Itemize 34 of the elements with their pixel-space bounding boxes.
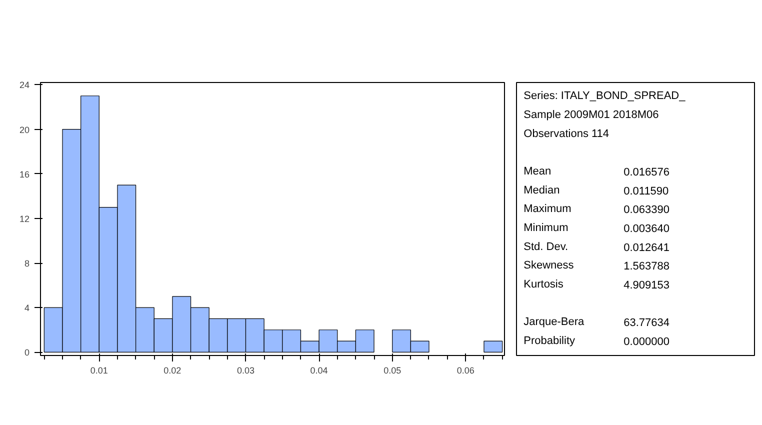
text: 0.011590 (624, 185, 669, 198)
text: Sample 2009M01 2018M06 (524, 108, 659, 121)
x-tick-label: 0.02 (164, 366, 182, 376)
y-tick-label: 8 (24, 258, 30, 269)
text: 0.003640 (624, 223, 670, 236)
text: 63.77634 (624, 317, 670, 330)
x-tick-label: 0.03 (236, 366, 255, 376)
text: 4.909153 (624, 280, 670, 292)
text: Jarque-Bera (524, 316, 586, 328)
text: Series: ITALY_BOND_SPREAD_ (524, 90, 686, 102)
text: 0.063390 (624, 204, 670, 216)
text: 0.000000 (624, 336, 670, 348)
text: Mean (524, 166, 552, 178)
text: Median (524, 184, 560, 196)
y-tick-label: 20 (19, 124, 30, 135)
text: Std. Dev. (524, 240, 568, 253)
y-tick-label: 0 (24, 348, 30, 358)
x-tick-label: 0.06 (456, 366, 474, 376)
text: 0.012641 (624, 242, 670, 254)
text: Observations 114 (524, 128, 610, 140)
text: Skewness (524, 260, 574, 272)
text: 0.016576 (624, 166, 670, 178)
text: Minimum (524, 222, 568, 234)
x-tick-label: 0.04 (310, 366, 328, 376)
text: Maximum (524, 203, 572, 216)
x-tick-label: 0.01 (90, 366, 108, 376)
text: Kurtosis (524, 278, 564, 291)
text: Probability (524, 335, 576, 348)
y-tick-label: 12 (19, 214, 30, 224)
x-tick-label: 0.05 (384, 366, 402, 376)
text: 1.563788 (624, 260, 670, 273)
y-tick-label: 4 (24, 303, 30, 314)
y-tick-label: 16 (19, 169, 30, 180)
y-tick-label: 24 (19, 80, 30, 90)
